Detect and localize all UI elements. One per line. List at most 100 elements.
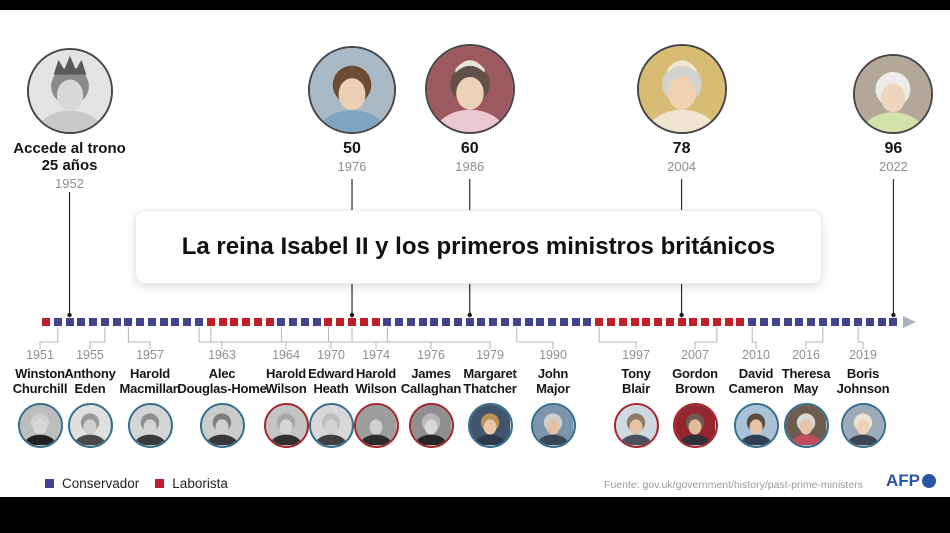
queen-year-label: 1986 <box>455 159 485 174</box>
year-square-2015 <box>807 318 816 326</box>
connector-line <box>694 327 718 349</box>
year-square-1975 <box>336 318 345 326</box>
pm-name-line: Wilson <box>265 381 307 396</box>
person-silhouette-icon <box>28 50 111 132</box>
pm-year-label: 2010 <box>742 348 770 362</box>
year-square-1958 <box>136 318 145 326</box>
queen-portrait <box>26 48 113 134</box>
pm-portrait <box>840 403 886 448</box>
title-card: La reina Isabel II y los primeros minist… <box>135 210 822 284</box>
afp-logo-text: AFP <box>886 471 920 490</box>
person-silhouette-icon <box>310 48 395 132</box>
pm-name-line: Eden <box>74 381 106 396</box>
legend-label: Laborista <box>172 476 228 491</box>
year-square-1985 <box>453 318 462 326</box>
legend-label: Conservador <box>62 476 140 491</box>
pm-portrait <box>530 403 576 448</box>
year-square-2001 <box>642 318 651 326</box>
year-square-1957 <box>124 318 133 326</box>
year-square-1951 <box>53 318 62 326</box>
person-silhouette-icon <box>355 405 396 445</box>
year-square-1971 <box>289 318 298 326</box>
pm-year-label: 1979 <box>476 348 504 362</box>
person-silhouette-icon <box>532 405 573 445</box>
person-silhouette-icon <box>842 405 883 445</box>
pm-portrait <box>353 403 399 448</box>
pm-entry-2016: 2016 Theresa May <box>751 348 861 448</box>
year-square-2009 <box>736 318 745 326</box>
pm-year-label: 2016 <box>792 348 820 362</box>
year-square-1982 <box>418 318 427 326</box>
year-square-1981 <box>406 318 415 326</box>
year-square-1966 <box>230 318 239 326</box>
page-title: La reina Isabel II y los primeros minist… <box>181 233 776 260</box>
labour-swatch-icon <box>155 479 165 488</box>
pm-name-label: Margaret Thatcher <box>435 366 545 396</box>
pm-entry-1957: 1957 Harold Macmillan <box>95 348 205 448</box>
afp-globe-icon <box>922 474 936 488</box>
pm-name-line: Margaret <box>463 366 517 381</box>
year-square-1964 <box>206 318 215 326</box>
pm-name-line: Gordon <box>672 366 718 381</box>
year-square-1989 <box>501 318 510 326</box>
queen-portrait <box>308 46 397 134</box>
person-silhouette-icon <box>201 405 242 445</box>
person-silhouette-icon <box>615 405 656 445</box>
pm-name-line: Cameron <box>728 381 784 396</box>
bottom-black-bar <box>0 497 950 533</box>
pm-portrait <box>467 403 513 448</box>
year-square-2018 <box>842 318 851 326</box>
year-square-1978 <box>371 318 380 326</box>
queen-age-label: 50 <box>277 140 427 157</box>
queen-figure-2004: 78 2004 <box>607 44 757 174</box>
year-square-1953 <box>77 318 86 326</box>
connector-line <box>516 327 554 349</box>
pm-portrait <box>67 403 113 448</box>
year-square-2000 <box>630 318 639 326</box>
pm-name-label: Harold Macmillan <box>95 366 205 396</box>
queen-age-label: Accede al trono 25 años <box>0 140 145 174</box>
year-square-1977 <box>359 318 368 326</box>
pm-name-label: John Major <box>498 366 608 396</box>
year-square-2022 <box>889 318 898 326</box>
afp-logo: AFP <box>886 471 936 491</box>
connector-line <box>127 327 151 349</box>
year-square-2007 <box>712 318 721 326</box>
year-square-2010 <box>748 318 757 326</box>
legend-item-laborista: Laborista <box>155 476 228 491</box>
queen-year-label: 1976 <box>337 159 367 174</box>
pm-entry-1955: 1955 Anthony Eden <box>35 348 145 448</box>
queen-portrait <box>853 54 934 134</box>
pm-portrait <box>17 403 63 448</box>
connector-line <box>857 327 864 349</box>
year-square-1973 <box>312 318 321 326</box>
pm-name-line: Alec <box>208 366 236 381</box>
legend-item-conservador: Conservador <box>45 476 139 491</box>
pm-name-label: Tony Blair <box>581 366 691 396</box>
year-square-2006 <box>701 318 710 326</box>
pm-name-line: John <box>537 366 569 381</box>
pm-year-label: 1990 <box>539 348 567 362</box>
pm-year-label: 1974 <box>362 348 390 362</box>
year-square-2012 <box>771 318 780 326</box>
pm-name-line: Edward <box>308 366 354 381</box>
conservative-swatch-icon <box>45 479 54 488</box>
year-square-1998 <box>606 318 615 326</box>
person-silhouette-icon <box>674 405 715 445</box>
year-square-2017 <box>830 318 839 326</box>
pm-name-line: Thatcher <box>463 381 517 396</box>
pm-name-line: Boris <box>846 366 880 381</box>
person-silhouette-icon <box>785 405 826 445</box>
year-square-1976 <box>348 318 357 326</box>
person-silhouette-icon <box>426 46 513 132</box>
queen-figure-1986: 60 1986 <box>395 44 545 174</box>
pm-name-label: Harold Wilson <box>231 366 341 396</box>
connector-line <box>598 327 637 349</box>
person-silhouette-icon <box>469 405 510 445</box>
queen-age-line: 78 <box>672 140 691 157</box>
person-silhouette-icon <box>129 405 170 445</box>
year-square-1994 <box>559 318 568 326</box>
pm-portrait <box>783 403 829 448</box>
year-square-1988 <box>489 318 498 326</box>
pm-name-label: Winston Churchill <box>0 366 95 396</box>
